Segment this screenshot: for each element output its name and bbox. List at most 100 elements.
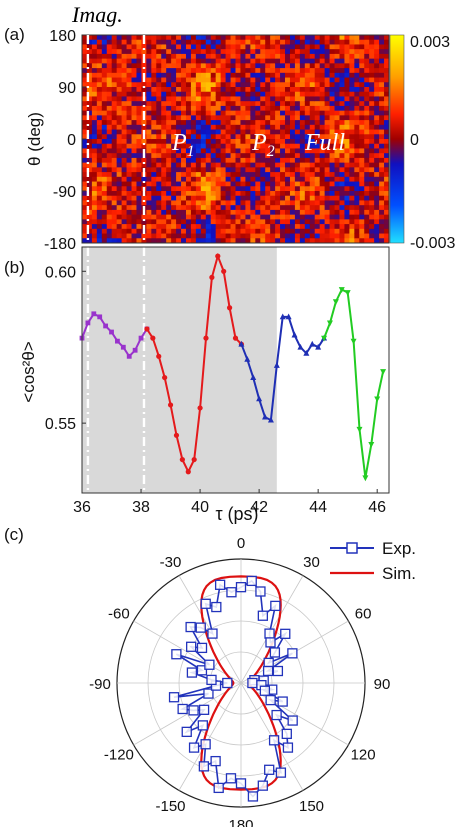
heatmap-cell [260,49,266,55]
heatmap-cell [260,228,266,235]
polar-angle-label: -90 [89,676,111,693]
heatmap-cell [181,110,187,116]
heatmap-cell [384,139,389,145]
heatmap-cell [309,238,316,243]
heatmap-cell [146,72,152,79]
heatmap-cell [250,91,256,97]
heatmap-cell [245,195,251,201]
heatmap-cell [131,53,137,60]
heatmap-cell [136,77,142,83]
heatmap-cell [354,143,360,149]
heatmap-cell [166,44,172,50]
heatmap-cell [384,91,389,97]
heatmap-cell [294,200,301,206]
heatmap-cell [195,35,202,41]
heatmap-cell [334,233,340,239]
heatmap-cell [344,162,350,168]
heatmap-cell [220,143,227,149]
heatmap-cell [156,63,162,69]
heatmap-cell [285,191,291,197]
heatmap-cell [166,228,172,235]
heatmap-cell [190,172,197,178]
heatmap-cell [131,195,137,201]
heatmap-cell [270,153,276,159]
heatmap-cell [185,105,192,112]
heatmap-cell [294,58,301,64]
heatmap-cell [176,238,182,243]
heatmap-cell [111,191,118,197]
heatmap-cell [101,35,108,41]
heatmap-cell [161,39,167,45]
heatmap-cell [131,233,137,239]
heatmap-cell [176,39,182,45]
heatmap-cell [215,134,222,140]
heatmap-cell [354,228,360,235]
heatmap-cell [111,139,118,145]
heatmap-cell [289,134,296,140]
heatmap-cell [245,233,251,239]
heatmap-cell [289,96,296,102]
heatmap-cell [384,219,389,225]
polar-angle-label: -60 [108,606,130,623]
heatmap-cell [235,129,241,135]
heatmap-cell [235,205,241,211]
heatmap-cell [369,115,375,121]
data-point-red [226,305,233,311]
heatmap-cell [270,143,276,149]
heatmap-cell [82,228,88,235]
heatmap-cell [384,134,389,140]
heatmap-cell [299,148,306,154]
heatmap-cell [156,143,162,149]
heatmap-cell [91,105,98,112]
heatmap-cell [171,110,177,116]
heatmap-cell [275,101,281,107]
heatmap-cell [161,96,167,102]
heatmap-cell [374,134,380,140]
heatmap-cell [82,77,88,83]
heatmap-cell [111,49,118,55]
heatmap-cell [289,191,296,197]
heatmap-cell [240,224,246,230]
heatmap-cell [116,124,123,131]
heatmap-cell [101,91,108,97]
heatmap-cell [294,157,301,164]
heatmap-cell [329,129,336,135]
heatmap-cell [185,49,192,55]
heatmap-cell [364,49,370,55]
heatmap-cell [111,53,118,60]
heatmap-cell [245,153,251,159]
heatmap-cell [309,91,316,97]
heatmap-cell [299,110,306,116]
heatmap-cell [225,200,232,206]
heatmap-cell [334,209,340,216]
heatmap-cell [151,53,157,60]
heatmap-cell [166,134,172,140]
shaded-region [82,247,277,493]
heatmap-cell [384,153,389,159]
heatmap-cell [146,153,152,159]
heatmap-cell [235,49,241,55]
heatmap-cell [126,228,133,235]
heatmap-cell [304,63,311,69]
heatmap-cell [285,134,291,140]
heatmap-cell [319,110,326,116]
heatmap-cell [374,96,380,102]
heatmap-cell [275,195,281,201]
heatmap-cell [374,110,380,116]
heatmap-cell [304,153,311,159]
heatmap-cell [225,129,232,135]
heatmap-cell [121,129,128,135]
heatmap-cell [126,195,133,201]
heatmap-cell [250,162,256,168]
heatmap-cell [374,228,380,235]
heatmap-cell [151,72,157,79]
heatmap-cell [334,238,340,243]
heatmap-cell [205,129,212,135]
heatmap-cell [289,63,296,69]
heatmap-cell [185,186,192,192]
heatmap-cell [91,129,98,135]
heatmap-y-tick-label: -180 [44,236,76,253]
heatmap-cell [205,49,212,55]
heatmap-cell [364,186,370,192]
heatmap-cell [136,153,142,159]
